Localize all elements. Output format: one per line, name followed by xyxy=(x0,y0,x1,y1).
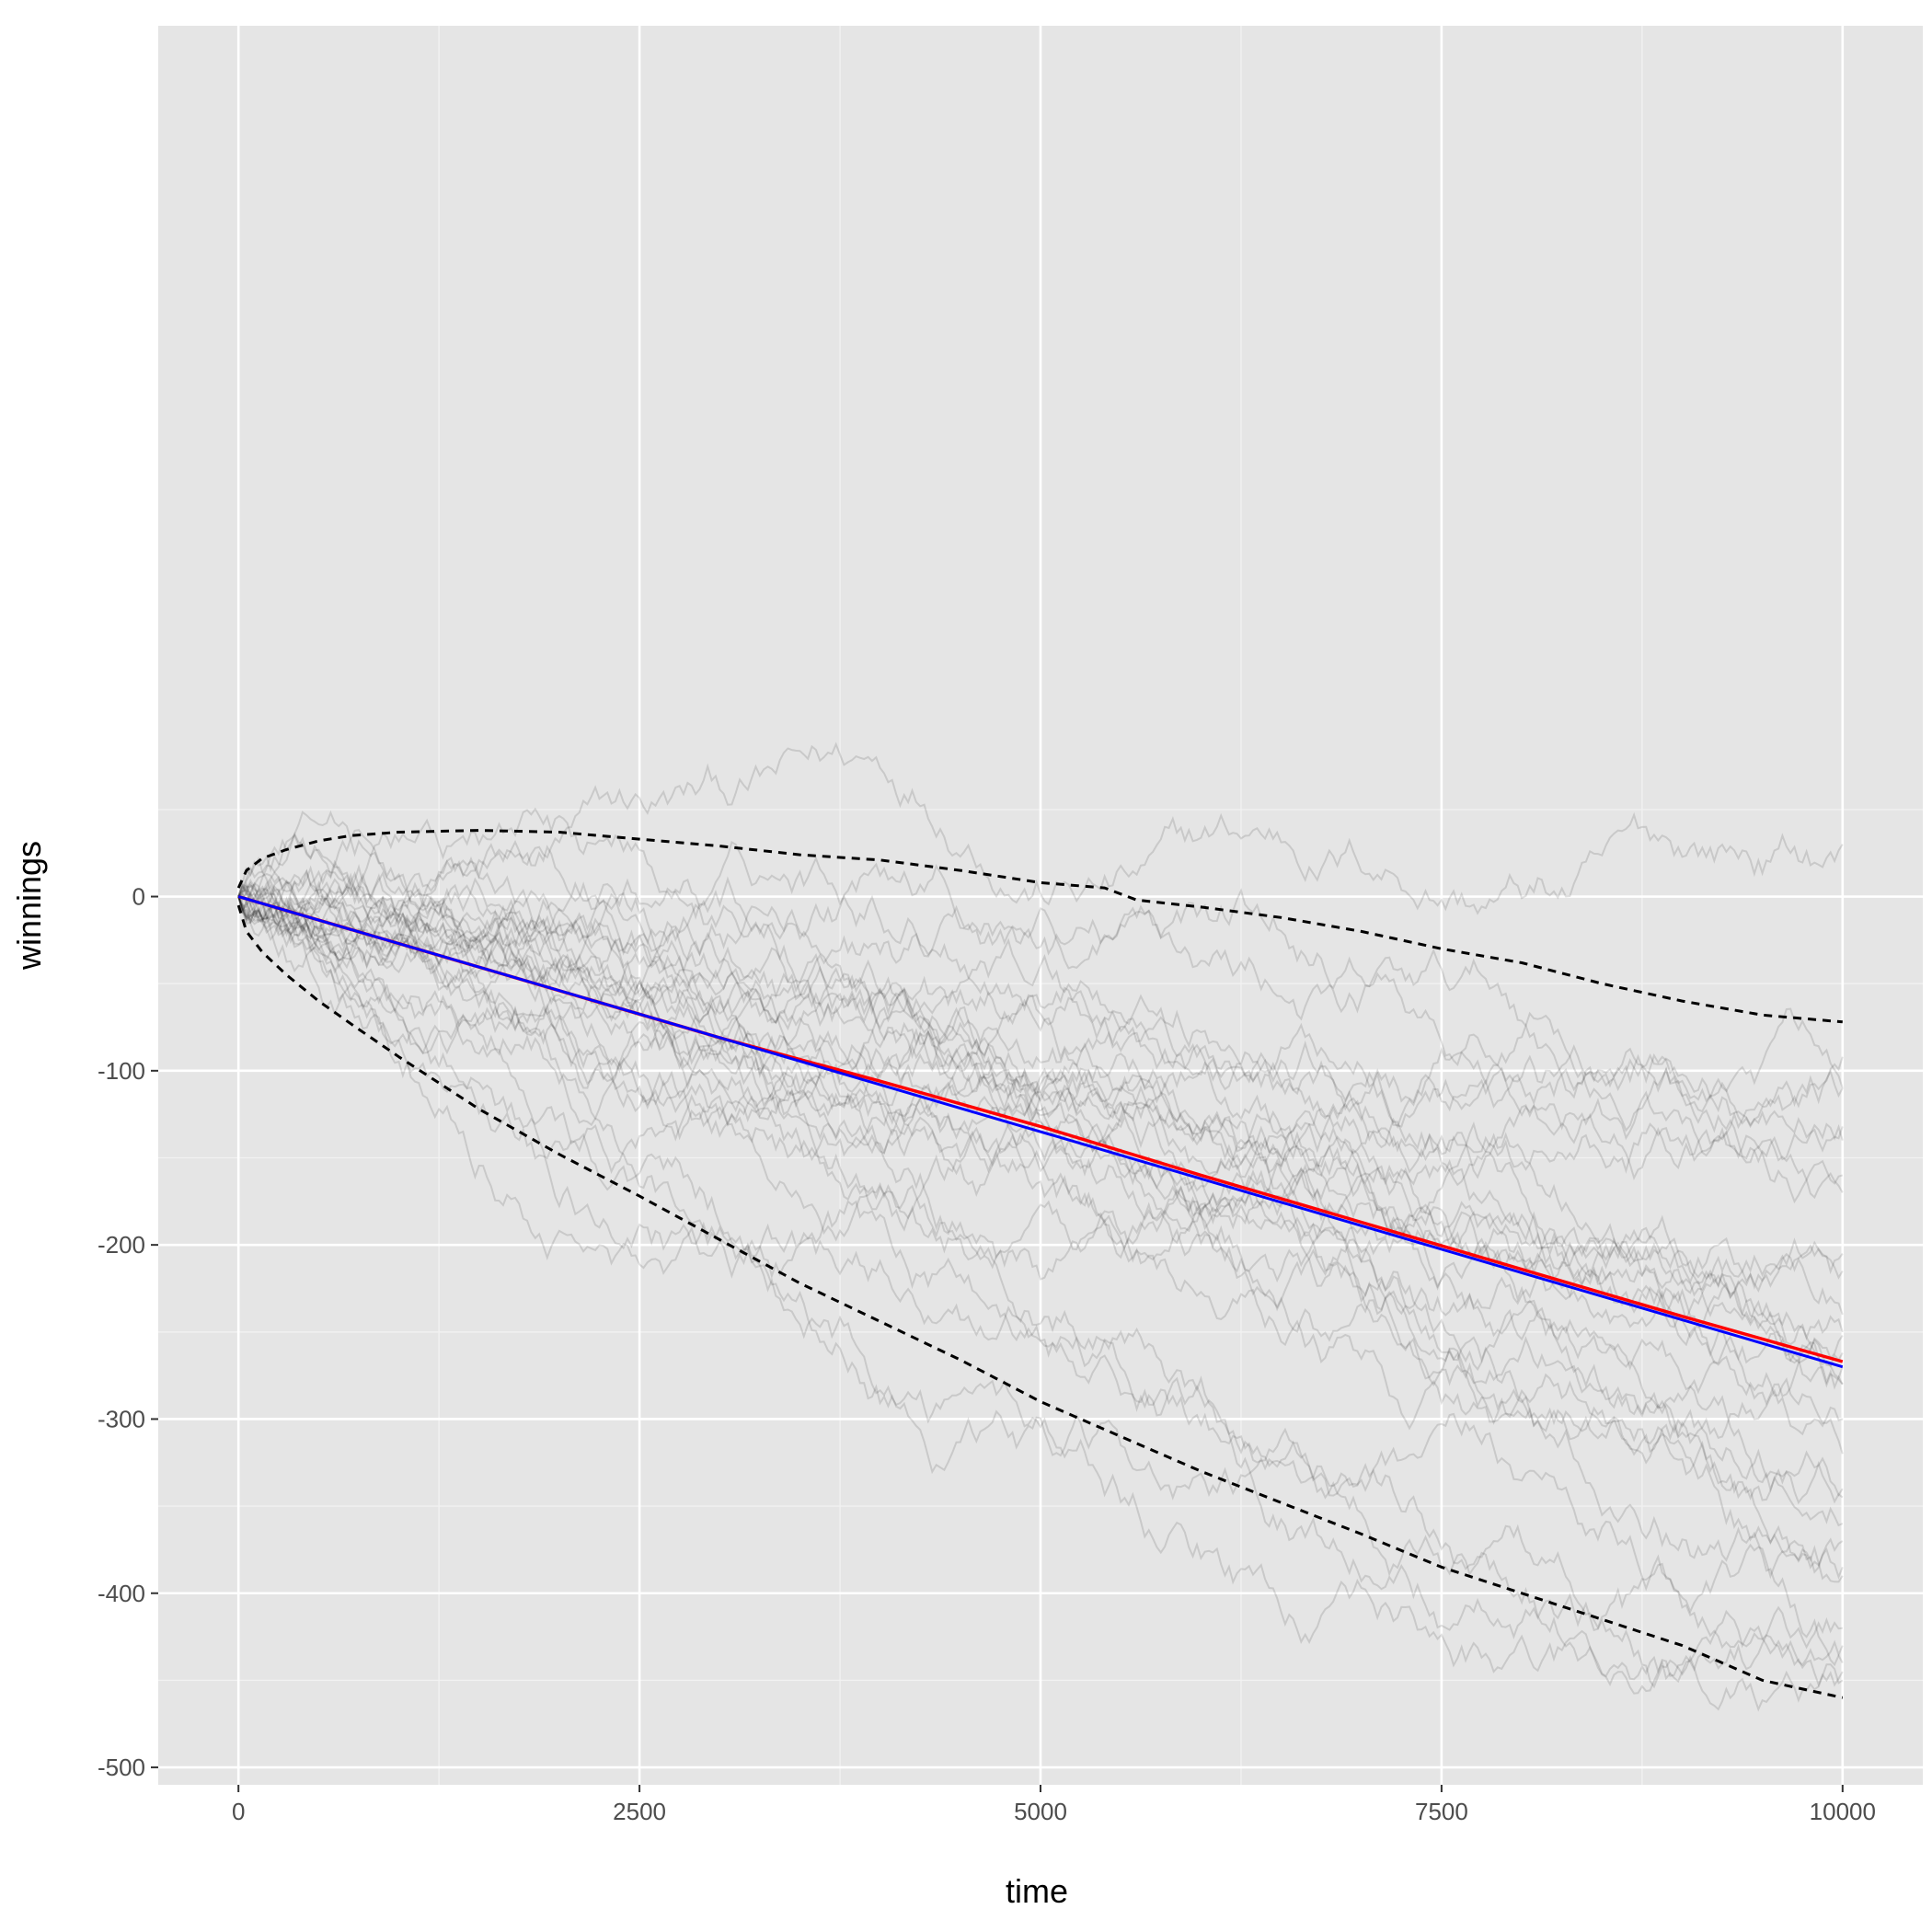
simulation-path-line xyxy=(237,872,1844,1204)
simulation-path-line xyxy=(237,896,1844,1615)
simulation-path-line xyxy=(237,880,1844,1346)
y-tick-label: -100 xyxy=(98,1057,145,1085)
simulation-path-line xyxy=(237,884,1844,1445)
lower-quantile-line xyxy=(236,904,1844,1699)
upper-quantile-line xyxy=(236,829,1843,1024)
simulation-path-line xyxy=(237,896,1844,1368)
simulation-path-line xyxy=(237,896,1844,1390)
simulation-path-line xyxy=(237,881,1844,1580)
y-tick-label: -300 xyxy=(98,1405,145,1432)
expected-value-line xyxy=(237,895,1844,1369)
simulation-path-line xyxy=(237,896,1844,1455)
y-tick-label: -200 xyxy=(98,1231,145,1259)
simulation-path-line xyxy=(237,888,1844,1687)
summary-series xyxy=(236,829,1844,1699)
y-axis-title: winnings xyxy=(10,841,48,971)
simulation-path-line xyxy=(237,884,1844,1388)
simulation-path-line xyxy=(237,865,1844,1574)
simulation-path-line xyxy=(237,856,1844,1497)
simulation-path-line xyxy=(237,896,1844,1712)
simulation-path-line xyxy=(237,880,1844,1505)
y-tick-label: -500 xyxy=(98,1754,145,1781)
x-tick-label: 10000 xyxy=(1810,1798,1876,1825)
simulation-path-line xyxy=(237,868,1844,1153)
simulation-path-line xyxy=(237,834,1844,1174)
x-tick-label: 7500 xyxy=(1415,1798,1468,1825)
simulation-path-line xyxy=(237,896,1844,1695)
simulation-path-line xyxy=(237,883,1844,1328)
simulation-path-line xyxy=(237,896,1844,1214)
simulation-path-line xyxy=(237,866,1844,1363)
simulation-path-line xyxy=(237,832,1844,1164)
simulation-path-line xyxy=(237,889,1844,1667)
major-gridlines xyxy=(158,26,1923,1785)
simulation-path-line xyxy=(237,893,1843,1650)
simulation-path-line xyxy=(237,864,1844,1407)
x-tick-label: 0 xyxy=(232,1798,245,1825)
simulation-path-line xyxy=(237,829,1844,1310)
tick-labels: 0 2500 5000 7500 10000 -500 -400 -300 -200 -100 0 xyxy=(98,883,1876,1825)
axis-ticks xyxy=(151,895,1844,1792)
simulation-path-line xyxy=(237,742,1844,926)
simulation-paths xyxy=(237,742,1844,1712)
simulation-path-line xyxy=(237,868,1844,1290)
x-tick-label: 2500 xyxy=(613,1798,666,1825)
y-tick-label: 0 xyxy=(132,883,145,911)
y-tick-label: -400 xyxy=(98,1580,145,1607)
x-tick-label: 5000 xyxy=(1014,1798,1067,1825)
x-axis-title: time xyxy=(1006,1872,1068,1910)
simulation-path-line xyxy=(237,890,1844,1527)
